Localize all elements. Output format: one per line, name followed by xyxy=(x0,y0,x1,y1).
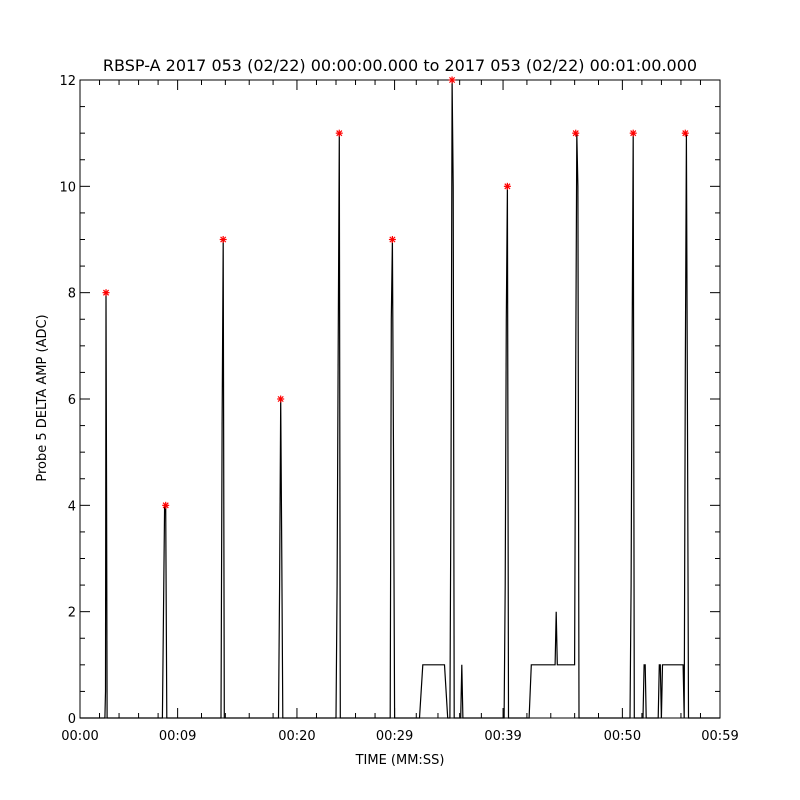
x-tick-label: 00:00 xyxy=(61,729,98,744)
x-tick-label: 00:09 xyxy=(159,729,196,744)
peak-marker xyxy=(219,236,227,243)
x-tick-label: 00:29 xyxy=(376,729,413,744)
y-tick-label: 6 xyxy=(68,393,76,408)
x-tick-label: 00:39 xyxy=(484,729,521,744)
y-axis-label: Probe 5 DELTA AMP (ADC) xyxy=(35,314,50,481)
chart-title: RBSP-A 2017 053 (02/22) 00:00:00.000 to … xyxy=(103,56,697,75)
y-axis: 0 2 4 6 8 10 12 xyxy=(59,74,720,727)
series-line xyxy=(80,79,720,719)
plot-area xyxy=(79,79,721,719)
peak-marker xyxy=(503,182,511,190)
peak-marker xyxy=(681,129,689,137)
y-tick-label: 4 xyxy=(68,499,76,514)
y-tick-label: 2 xyxy=(68,606,76,621)
peak-marker xyxy=(277,395,285,403)
x-tick-label: 00:20 xyxy=(278,729,315,744)
peak-marker xyxy=(335,129,343,137)
peak-marker xyxy=(102,289,110,297)
x-tick-label: 00:59 xyxy=(701,729,738,744)
x-axis-label: TIME (MM:SS) xyxy=(355,753,445,768)
x-tick-label: 00:50 xyxy=(604,729,641,744)
y-tick-label: 8 xyxy=(68,287,76,302)
peak-marker xyxy=(572,129,580,137)
data-series xyxy=(80,76,720,719)
y-tick-label: 0 xyxy=(68,712,76,727)
peak-marker xyxy=(448,76,456,84)
y-tick-label: 10 xyxy=(59,180,76,195)
y-tick-label: 12 xyxy=(59,74,76,89)
peak-marker xyxy=(388,236,396,243)
x-axis: 00:00 00:09 00:20 00:29 00:39 00:50 00:59 xyxy=(61,80,739,744)
peak-marker xyxy=(629,129,637,137)
peak-marker xyxy=(162,501,170,509)
